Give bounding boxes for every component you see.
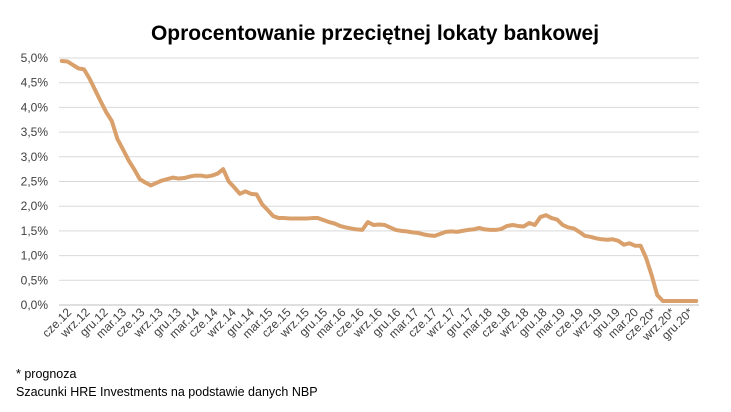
y-tick-label: 1,5% — [21, 224, 49, 238]
y-axis: 0,0% 0,5% 1,0% 1,5% 2,0% 2,5% 3,0% 3,5% 4,0% 4,5%… — [21, 51, 49, 312]
footnote-source: Szacunki HRE Investments na podstawie da… — [16, 385, 318, 399]
y-tick-label: 1,0% — [21, 249, 49, 263]
series-line — [59, 58, 699, 304]
y-tick-label: 3,5% — [21, 125, 49, 139]
x-axis: cze.12wrz.12gru.12mar.13cze.13wrz.13gru.… — [39, 305, 696, 344]
series-layer — [59, 58, 699, 304]
y-tick-label: 0,0% — [21, 298, 49, 312]
y-tick-label: 4,5% — [21, 76, 49, 90]
y-tick-label: 2,0% — [21, 199, 49, 213]
y-tick-label: 0,5% — [21, 273, 49, 287]
y-tick-label: 4,0% — [21, 100, 49, 114]
chart-title: Oprocentowanie przeciętnej lokaty bankow… — [151, 22, 599, 45]
y-tick-label: 3,0% — [21, 150, 49, 164]
y-tick-label: 2,5% — [21, 175, 49, 189]
footnote-forecast: * prognoza — [16, 367, 77, 381]
y-tick-label: 5,0% — [21, 51, 49, 65]
